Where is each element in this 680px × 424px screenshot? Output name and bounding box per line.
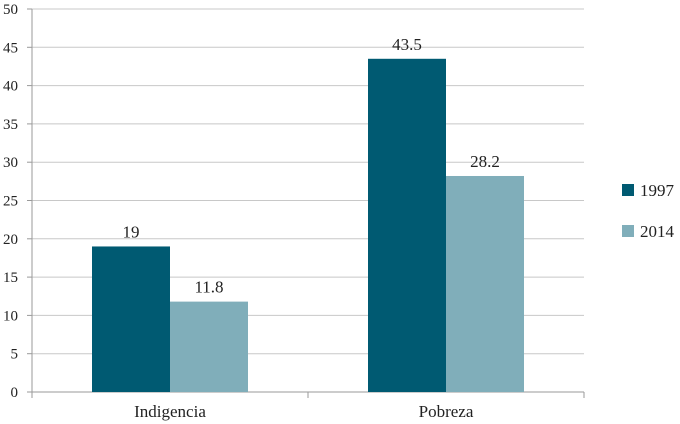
data-labels: 19 11.8 43.5 28.2 <box>123 35 500 297</box>
y-tick-label: 10 <box>3 308 18 324</box>
legend-label-2014: 2014 <box>640 222 675 241</box>
bar-2014-pobreza <box>446 175 524 392</box>
legend: 1997 2014 <box>622 181 675 241</box>
y-tick-label: 25 <box>3 194 18 210</box>
y-axis: 0 5 10 15 20 25 30 35 40 45 50 <box>3 2 33 401</box>
y-tick-label: 35 <box>3 117 18 133</box>
category-label-indigencia: Indigencia <box>134 402 206 421</box>
bar-2014-indigencia <box>170 301 248 392</box>
y-tick-label: 50 <box>3 2 18 18</box>
y-tick-label: 30 <box>3 155 18 171</box>
bar-1997-indigencia <box>92 246 170 392</box>
y-tick-label: 40 <box>3 79 18 95</box>
data-label: 19 <box>123 222 140 241</box>
y-tick-label: 5 <box>11 347 19 363</box>
y-tick-label: 15 <box>3 270 18 286</box>
y-tick-label: 0 <box>11 385 19 401</box>
data-label: 11.8 <box>194 278 223 297</box>
data-label: 28.2 <box>470 152 500 171</box>
data-label: 43.5 <box>392 35 422 54</box>
bars <box>92 58 524 392</box>
legend-swatch-1997 <box>622 184 634 196</box>
y-tick-label: 20 <box>3 232 18 248</box>
legend-swatch-2014 <box>622 225 634 237</box>
legend-label-1997: 1997 <box>640 181 675 200</box>
bar-1997-pobreza <box>368 58 446 392</box>
x-axis: Indigencia Pobreza <box>31 391 585 421</box>
category-label-pobreza: Pobreza <box>419 402 474 421</box>
y-tick-label: 45 <box>3 40 18 56</box>
